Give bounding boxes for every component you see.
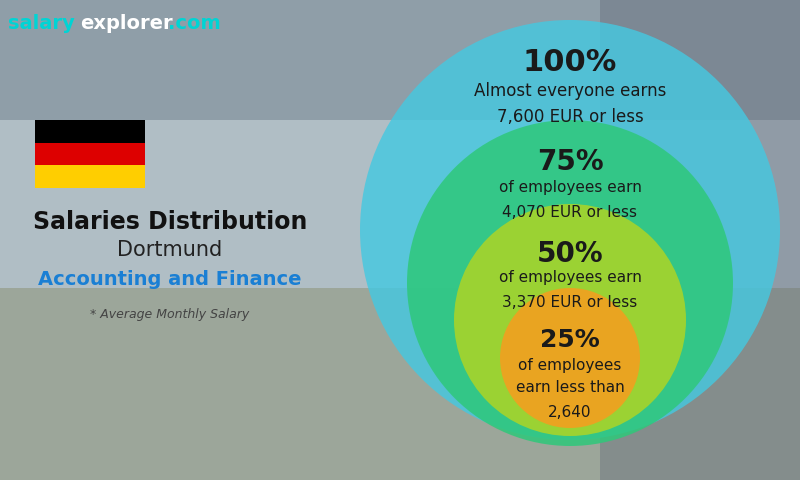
Text: .com: .com: [168, 14, 221, 33]
Text: explorer: explorer: [80, 14, 173, 33]
Text: of employees earn: of employees earn: [498, 270, 642, 285]
Text: Accounting and Finance: Accounting and Finance: [38, 270, 302, 289]
Text: * Average Monthly Salary: * Average Monthly Salary: [90, 308, 250, 321]
Text: 4,070 EUR or less: 4,070 EUR or less: [502, 205, 638, 220]
Bar: [600, 0, 800, 480]
Circle shape: [360, 20, 780, 440]
Text: salary: salary: [8, 14, 74, 33]
Text: Almost everyone earns: Almost everyone earns: [474, 82, 666, 100]
Text: Dortmund: Dortmund: [118, 240, 222, 260]
Bar: [35, 120, 145, 143]
Text: of employees: of employees: [518, 358, 622, 373]
Text: Salaries Distribution: Salaries Distribution: [33, 210, 307, 234]
Text: 25%: 25%: [540, 328, 600, 352]
Circle shape: [500, 288, 640, 428]
Text: earn less than: earn less than: [516, 380, 624, 395]
Text: 3,370 EUR or less: 3,370 EUR or less: [502, 295, 638, 310]
Text: 7,600 EUR or less: 7,600 EUR or less: [497, 108, 643, 126]
Text: of employees earn: of employees earn: [498, 180, 642, 195]
Circle shape: [454, 204, 686, 436]
Bar: [0, 0, 800, 120]
Text: 75%: 75%: [537, 148, 603, 176]
Bar: [35, 165, 145, 188]
Circle shape: [407, 120, 733, 446]
Bar: [35, 143, 145, 165]
Text: 2,640: 2,640: [548, 405, 592, 420]
Text: 100%: 100%: [523, 48, 617, 77]
Bar: [0, 288, 800, 480]
Text: 50%: 50%: [537, 240, 603, 268]
